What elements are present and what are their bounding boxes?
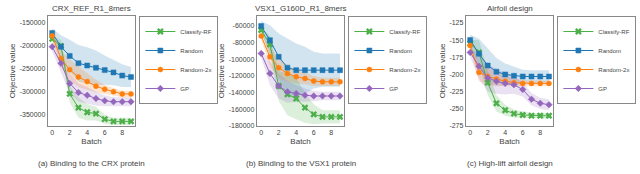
svg-text:-175: -175 (449, 54, 463, 61)
svg-text:-125: -125 (449, 19, 463, 26)
svg-text:(b) Binding to the VSX1 protei: (b) Binding to the VSX1 protein (246, 159, 356, 168)
svg-text:Batch: Batch (290, 137, 310, 146)
svg-text:Airfoil design: Airfoil design (487, 4, 533, 13)
svg-text:-100000: -100000 (229, 56, 255, 63)
svg-text:Objective value: Objective value (438, 43, 447, 98)
svg-text:0: 0 (50, 129, 54, 136)
svg-text:Random-2x: Random-2x (180, 67, 211, 73)
svg-text:GP: GP (180, 86, 189, 92)
svg-text:Random: Random (389, 48, 412, 54)
svg-text:Random: Random (180, 48, 203, 54)
svg-text:Random-2x: Random-2x (598, 67, 629, 73)
svg-text:-120000: -120000 (229, 72, 255, 79)
svg-text:-150: -150 (449, 37, 463, 44)
svg-text:Batch: Batch (499, 137, 519, 146)
svg-text:2: 2 (68, 129, 72, 136)
svg-text:0: 0 (259, 129, 263, 136)
svg-text:-60000: -60000 (233, 22, 255, 29)
svg-text:Random-2x: Random-2x (389, 67, 420, 73)
svg-text:-250000: -250000 (20, 65, 46, 72)
svg-text:2: 2 (486, 129, 490, 136)
svg-text:-300000: -300000 (20, 88, 46, 95)
svg-text:-200: -200 (449, 71, 463, 78)
svg-text:GP: GP (389, 86, 398, 92)
svg-text:Classify-RF: Classify-RF (389, 29, 420, 35)
svg-text:GP: GP (598, 86, 607, 92)
svg-text:-250: -250 (449, 105, 463, 112)
svg-text:-160000: -160000 (229, 106, 255, 113)
svg-text:6: 6 (103, 129, 107, 136)
svg-text:-140000: -140000 (229, 89, 255, 96)
svg-text:4: 4 (503, 129, 507, 136)
svg-text:VSX1_G160D_R1_8mers: VSX1_G160D_R1_8mers (255, 4, 347, 13)
svg-text:-225: -225 (449, 88, 463, 95)
svg-text:2: 2 (277, 129, 281, 136)
svg-text:-275: -275 (449, 122, 463, 129)
svg-text:(a) Binding to the CRX protein: (a) Binding to the CRX protein (38, 159, 145, 168)
svg-text:CRX_REF_R1_8mers: CRX_REF_R1_8mers (52, 4, 131, 13)
svg-text:-180000: -180000 (229, 122, 255, 129)
svg-text:Classify-RF: Classify-RF (180, 29, 211, 35)
svg-text:8: 8 (538, 129, 542, 136)
svg-text:-150000: -150000 (20, 19, 46, 26)
svg-text:Classify-RF: Classify-RF (598, 29, 629, 35)
svg-text:(c) High-lift airfoil design: (c) High-lift airfoil design (467, 159, 553, 168)
svg-text:6: 6 (521, 129, 525, 136)
svg-text:Batch: Batch (81, 137, 101, 146)
svg-text:-200000: -200000 (20, 42, 46, 49)
svg-text:4: 4 (294, 129, 298, 136)
svg-text:8: 8 (329, 129, 333, 136)
svg-text:Objective value: Objective value (8, 43, 17, 98)
svg-text:Random: Random (598, 48, 621, 54)
svg-text:-350000: -350000 (20, 111, 46, 118)
svg-text:6: 6 (312, 129, 316, 136)
svg-text:Objective value: Objective value (217, 43, 226, 98)
svg-text:4: 4 (85, 129, 89, 136)
svg-text:8: 8 (120, 129, 124, 136)
svg-text:-80000: -80000 (233, 39, 255, 46)
svg-text:0: 0 (468, 129, 472, 136)
